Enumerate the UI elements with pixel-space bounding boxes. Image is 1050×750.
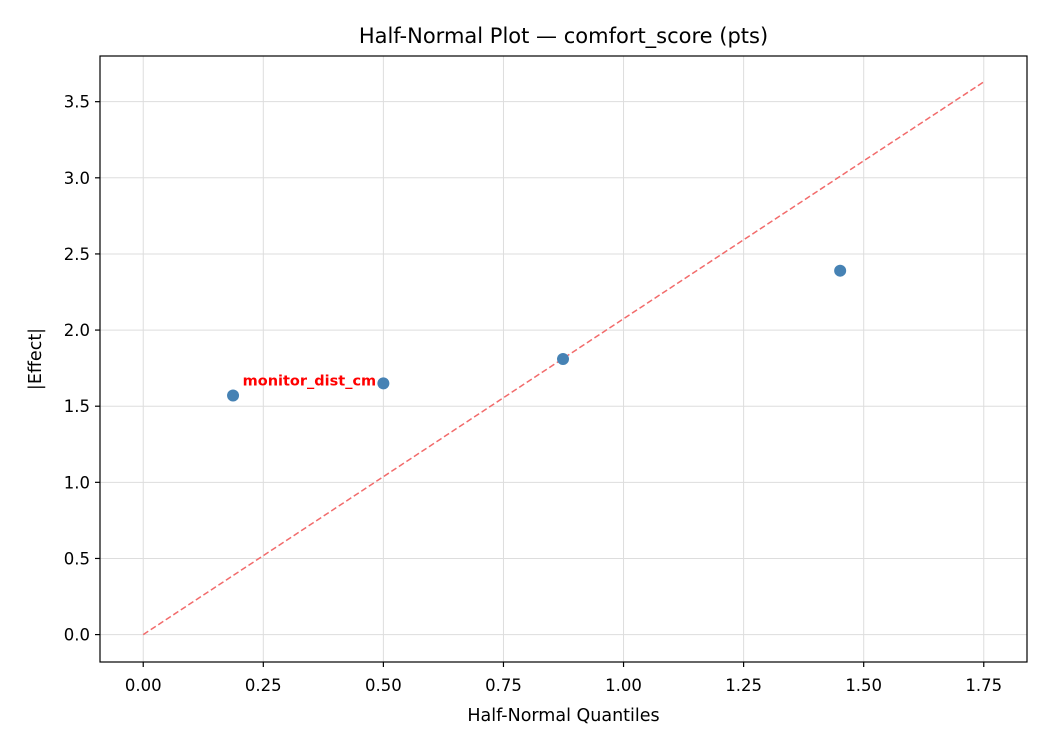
x-tick-label: 0.75 bbox=[485, 676, 522, 695]
x-tick-label: 1.00 bbox=[605, 676, 642, 695]
plot-frame bbox=[99, 55, 1028, 663]
annotations: monitor_dist_cm bbox=[243, 373, 377, 389]
reference-line-group bbox=[142, 81, 985, 636]
x-tick-label: 0.00 bbox=[125, 676, 162, 695]
data-point bbox=[377, 377, 390, 390]
x-tick-label: 1.50 bbox=[845, 676, 882, 695]
data-point bbox=[834, 264, 847, 277]
grid-lines bbox=[100, 56, 1027, 662]
x-tick-label: 1.25 bbox=[725, 676, 762, 695]
x-tick-label: 1.75 bbox=[965, 676, 1002, 695]
data-points bbox=[227, 264, 847, 402]
y-tick-label: 2.5 bbox=[64, 245, 90, 264]
y-tick-label: 1.5 bbox=[64, 397, 90, 416]
x-axis-ticks: 0.00 0.25 0.50 0.75 1.00 1.25 1.50 1.75 bbox=[125, 662, 1002, 695]
chart-title: Half-Normal Plot — comfort_score (pts) bbox=[359, 24, 768, 49]
y-tick-label: 3.0 bbox=[64, 169, 90, 188]
y-axis-label: |Effect| bbox=[26, 328, 46, 390]
y-axis-ticks: 0.0 0.5 1.0 1.5 2.0 2.5 3.0 3.5 bbox=[64, 93, 100, 645]
y-tick-label: 1.0 bbox=[64, 473, 90, 492]
point-annotation: monitor_dist_cm bbox=[243, 373, 377, 389]
y-tick-label: 3.5 bbox=[64, 93, 90, 112]
x-axis-label: Half-Normal Quantiles bbox=[467, 706, 659, 726]
y-tick-label: 0.0 bbox=[64, 626, 90, 645]
data-point bbox=[557, 353, 570, 365]
x-tick-label: 0.25 bbox=[245, 676, 282, 695]
y-tick-label: 0.5 bbox=[64, 549, 90, 568]
data-point bbox=[227, 389, 240, 402]
x-tick-label: 0.50 bbox=[365, 676, 402, 695]
reference-line bbox=[142, 81, 985, 636]
y-tick-label: 2.0 bbox=[64, 321, 90, 340]
